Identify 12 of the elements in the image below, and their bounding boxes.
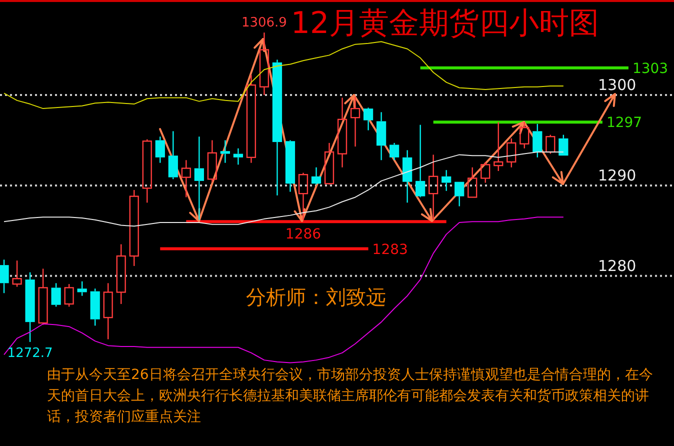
annotation: 分析师：刘致远 xyxy=(246,285,386,309)
value-label: 1306.9 xyxy=(241,16,287,31)
value-label: 1283 xyxy=(372,242,408,258)
value-label: 1286 xyxy=(285,226,322,243)
tick-label: 1290 xyxy=(598,166,636,184)
tick-label: 1300 xyxy=(598,76,636,94)
annotation: 由于从今天至26日将会召开全球央行会议，市场部分投资人士保持谨慎观望也是合情合理的，在今天的首日大会上，欧洲央行行长德拉基和美联储主席耶伦有可能都会发表有关和货币政策相关的讲话，投资者们应重点关注 xyxy=(47,366,654,427)
tick-label: 1280 xyxy=(598,256,636,275)
value-label: 1303 xyxy=(632,60,668,77)
value-label: 1297 xyxy=(606,115,642,132)
value-label: 1272.7 xyxy=(7,346,53,361)
title: 12月黄金期货四小时图 xyxy=(290,6,600,41)
